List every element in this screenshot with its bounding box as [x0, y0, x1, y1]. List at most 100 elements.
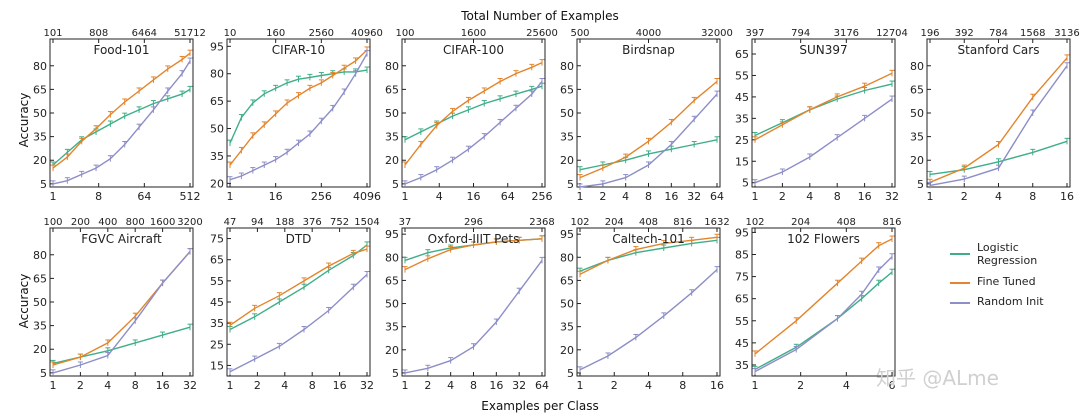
panel-title: Birdsnap — [622, 43, 675, 57]
y-tick-label: 50 — [33, 107, 47, 120]
series-line-finetuned — [52, 251, 191, 366]
y-tick-label: 35 — [910, 131, 924, 144]
x-tick-label: 1 — [227, 190, 234, 203]
x-tick-label: 4096 — [353, 190, 381, 203]
y-tick-label: 20 — [910, 154, 924, 167]
watermark: 知乎 @ALme — [876, 366, 999, 390]
top-tick-label: 392 — [955, 28, 974, 39]
y-tick-label: 65 — [735, 293, 749, 306]
y-tick-label: 35 — [735, 359, 749, 372]
x-tick-label: 16 — [710, 379, 724, 392]
series-line-finetuned — [52, 52, 191, 169]
top-tick-label: 12704 — [876, 28, 908, 39]
top-tick-label: 1600 — [150, 217, 175, 228]
top-tick-label: 51712 — [174, 28, 206, 39]
top-tick-label: 1632 — [704, 217, 729, 228]
panel-frame — [401, 227, 546, 377]
series-line-finetuned — [229, 248, 368, 326]
y-tick-label: 95 — [560, 228, 574, 241]
x-tick-label: 32 — [687, 190, 701, 203]
top-tick-label: 6464 — [132, 28, 157, 39]
top-tick-label: 4000 — [636, 28, 661, 39]
y-tick-label: 75 — [210, 233, 224, 246]
y-tick-label: 65 — [560, 83, 574, 96]
panel-food-101: 5 20 35 50 65 80 1 8 64 512 101 808 6464 51712 Food-10… — [33, 28, 206, 203]
y-tick-label: 50 — [560, 107, 574, 120]
y-tick-label: 65 — [33, 272, 47, 285]
y-tick-label: 35 — [385, 131, 399, 144]
series-line-random — [404, 259, 543, 374]
x-tick-label: 8 — [645, 190, 652, 203]
y-tick-label: 80 — [560, 60, 574, 73]
y-tick-label: 50 — [210, 123, 224, 136]
y-tick-label: 65 — [735, 48, 749, 61]
x-tick-label: 64 — [501, 190, 515, 203]
x-tick-label: 32 — [360, 379, 374, 392]
top-tick-label: 3176 — [834, 28, 859, 39]
top-tick-label: 196 — [920, 28, 939, 39]
figure-ylabel-top: Accuracy — [17, 92, 31, 148]
x-tick-label: 2 — [599, 190, 606, 203]
y-tick-label: 25 — [210, 338, 224, 351]
y-tick-label: 5 — [567, 367, 574, 380]
panel-frame — [751, 227, 896, 377]
top-tick-label: 794 — [791, 28, 810, 39]
panel-sun397: 5 15 25 35 45 55 65 1 2 4 8 16 32 397 794 3176 12704 SUN3… — [735, 28, 908, 203]
y-tick-label: 65 — [385, 83, 399, 96]
top-tick-label: 100 — [395, 28, 414, 39]
legend-label-random: Random Init — [977, 295, 1044, 308]
x-tick-label: 64 — [535, 379, 549, 392]
y-tick-label: 20 — [33, 343, 47, 356]
top-tick-label: 816 — [673, 217, 692, 228]
top-tick-label: 32000 — [701, 28, 733, 39]
series-line-finetuned — [579, 236, 718, 275]
y-tick-label: 80 — [210, 68, 224, 81]
top-tick-label: 100 — [43, 217, 62, 228]
panel-cifar-10: 20 35 50 65 80 95 1 16 256 4096 10 160 2560 40960 CIFA… — [210, 28, 383, 203]
top-tick-label: 296 — [464, 217, 483, 228]
x-tick-label: 2 — [611, 379, 618, 392]
panel-stanford-cars: 5 20 35 50 65 80 1 2 4 8 16 196 392 784 1568 3136 Stanfo… — [910, 28, 1080, 203]
x-tick-label: 8 — [679, 379, 686, 392]
y-tick-label: 20 — [210, 177, 224, 190]
top-tick-label: 500 — [570, 28, 589, 39]
legend-swatch-finetuned — [950, 282, 970, 284]
top-tick-label: 2560 — [309, 28, 334, 39]
y-tick-label: 5 — [392, 178, 399, 191]
top-tick-label: 94 — [251, 217, 264, 228]
y-tick-label: 45 — [210, 296, 224, 309]
series-line-finetuned — [404, 61, 543, 166]
x-tick-label: 2 — [797, 379, 804, 392]
panel-frame — [49, 38, 194, 188]
x-tick-label: 1 — [50, 190, 57, 203]
top-tick-label: 102 — [745, 217, 764, 228]
series-line-random — [229, 273, 368, 373]
y-tick-label: 65 — [210, 254, 224, 267]
series-line-logistic — [404, 85, 543, 141]
x-tick-label: 2 — [77, 379, 84, 392]
panel-fgvc-aircraft: 5 20 35 50 65 80 1 2 4 8 16 32 100 200 400 800 1600 3200 F… — [33, 217, 203, 392]
x-tick-label: 16 — [1060, 190, 1074, 203]
x-tick-label: 16 — [489, 379, 503, 392]
panel-oxford-iiit-pets: 5 20 35 50 65 80 95 1 2 4 8 16 32 64 37 296 2368 Oxford-I… — [385, 217, 555, 392]
y-tick-label: 85 — [735, 249, 749, 262]
panel-title: DTD — [286, 232, 312, 246]
y-tick-label: 50 — [385, 107, 399, 120]
y-tick-label: 5 — [917, 178, 924, 191]
x-tick-label: 4 — [104, 379, 111, 392]
y-tick-label: 80 — [33, 60, 47, 73]
legend: Logistic Regression Fine Tuned Random In… — [950, 241, 1070, 315]
x-tick-label: 64 — [710, 190, 724, 203]
y-tick-label: 80 — [910, 60, 924, 73]
x-tick-label: 1 — [752, 379, 759, 392]
series-line-logistic — [52, 88, 191, 166]
panel-title: CIFAR-10 — [272, 43, 325, 57]
y-tick-label: 80 — [385, 251, 399, 264]
series-line-logistic — [754, 83, 893, 137]
panel-birdsnap: 5 20 35 50 65 80 1 2 4 8 16 32 64 500 4000 32000 Birdsna… — [560, 28, 733, 203]
x-tick-label: 8 — [470, 379, 477, 392]
top-tick-label: 397 — [745, 28, 764, 39]
top-tick-label: 752 — [330, 217, 349, 228]
y-tick-label: 45 — [735, 91, 749, 104]
